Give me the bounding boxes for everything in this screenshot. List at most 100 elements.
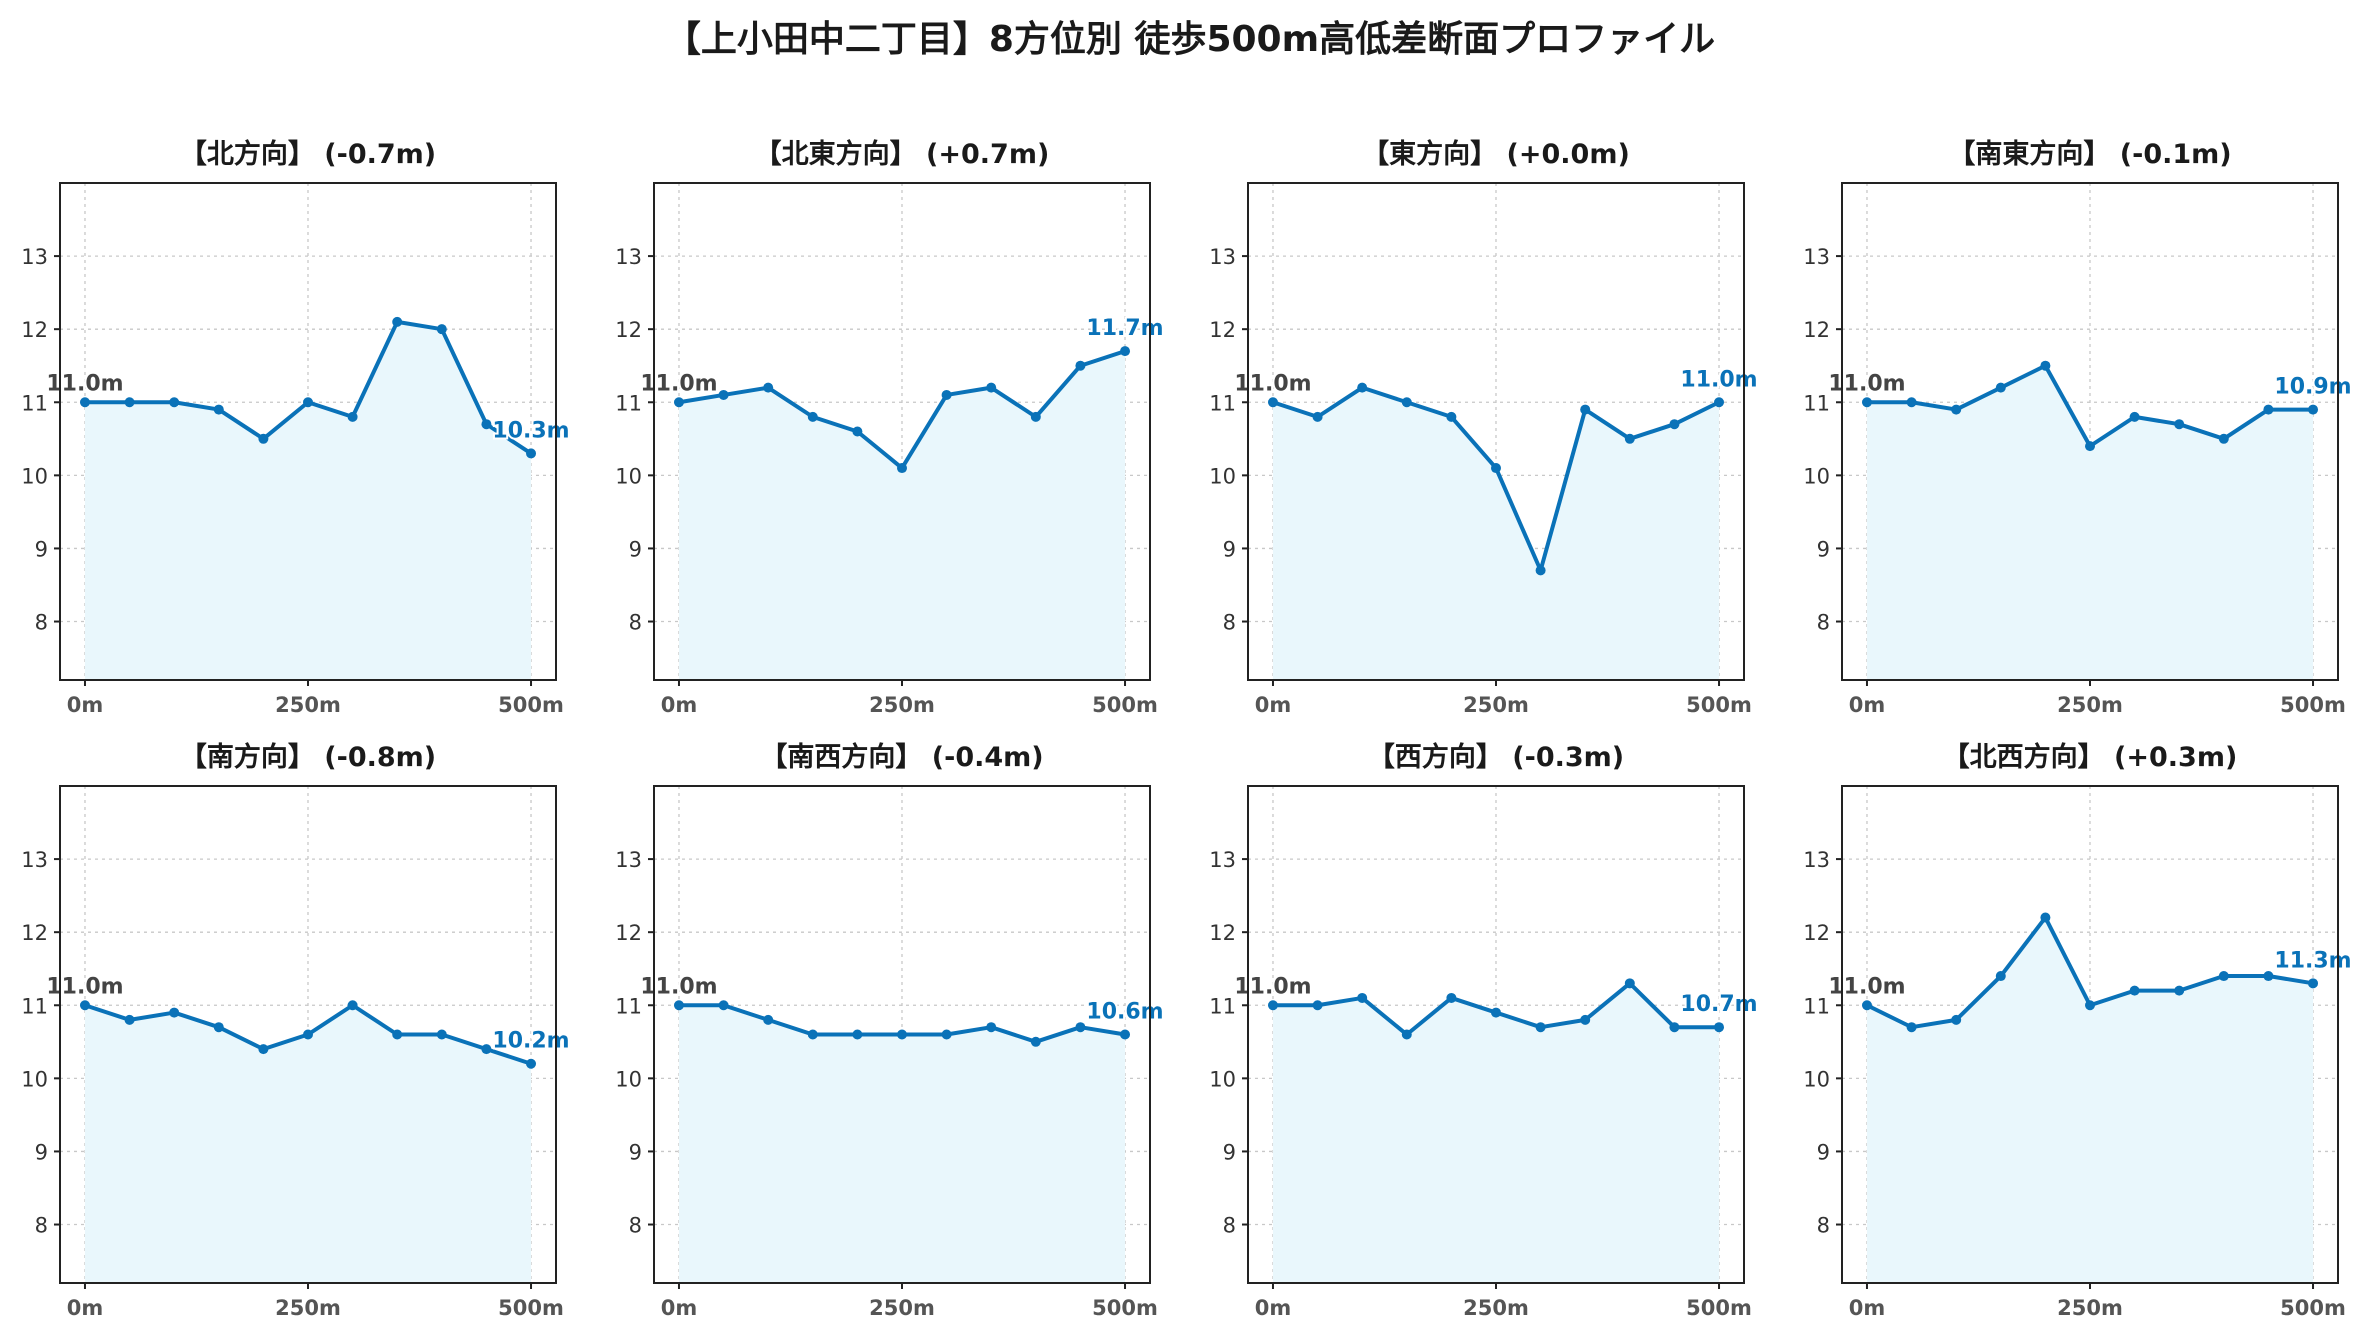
end-elevation-label: 10.3m [492, 418, 569, 443]
chart-title: 【東方向】 (+0.0m) [1362, 138, 1630, 170]
start-elevation-label: 11.0m [46, 974, 123, 999]
y-tick-label: 8 [629, 611, 642, 635]
chart-title: 【北西方向】 (+0.3m) [1943, 741, 2238, 773]
start-elevation-label: 11.0m [1828, 371, 1905, 396]
data-point [1906, 1022, 1917, 1033]
data-point [1669, 1022, 1680, 1033]
data-point [852, 1029, 863, 1040]
y-tick-label: 8 [1223, 1214, 1236, 1238]
data-point [941, 1029, 952, 1040]
data-point [303, 397, 313, 408]
data-point [1624, 433, 1635, 444]
data-point [1120, 1029, 1131, 1040]
y-tick-label: 8 [35, 611, 48, 635]
data-point [1906, 397, 1917, 408]
y-tick-label: 12 [1803, 921, 1830, 945]
data-point [1951, 404, 1962, 415]
data-point [2174, 419, 2185, 430]
data-point [347, 1000, 358, 1011]
elevation-area [84, 1005, 532, 1283]
data-point [2263, 404, 2274, 415]
data-point [1951, 1014, 1962, 1025]
data-point [941, 389, 952, 400]
start-elevation-label: 11.0m [1234, 371, 1311, 396]
data-point [2085, 441, 2095, 452]
y-tick-label: 13 [1803, 245, 1830, 269]
data-point [169, 397, 180, 408]
end-elevation-label: 10.7m [1680, 992, 1757, 1017]
y-tick-label: 12 [21, 318, 48, 342]
data-point [986, 382, 997, 393]
data-point [2040, 360, 2051, 371]
elevation-area [1272, 983, 1720, 1283]
data-point [2129, 985, 2140, 996]
end-elevation-label: 11.0m [1680, 367, 1757, 392]
data-point [2085, 1000, 2095, 1011]
data-point [258, 433, 269, 444]
data-point [79, 1000, 90, 1011]
y-tick-label: 11 [615, 391, 642, 415]
profile-chart-4: 【南東方向】 (-0.1m) 11.0m 10.9m 8 9 10 11 12 13 0m 250m… [1803, 138, 2353, 717]
data-point [1995, 382, 2006, 393]
elevation-area [1866, 365, 2314, 680]
x-tick-label: 250m [1463, 693, 1529, 717]
end-elevation-label: 11.7m [1086, 316, 1163, 341]
y-tick-label: 8 [1817, 611, 1830, 635]
data-point [2218, 433, 2229, 444]
profile-chart-1: 【北方向】 (-0.7m) 11.0m 10.3m 8 9 10 11 12 13 0m 250m 5… [21, 138, 571, 717]
data-point [124, 397, 135, 408]
data-point [1535, 565, 1546, 576]
y-tick-label: 9 [1223, 1140, 1236, 1164]
x-tick-label: 250m [869, 693, 935, 717]
data-point [436, 324, 447, 335]
profile-chart-3: 【東方向】 (+0.0m) 11.0m 11.0m 8 9 10 11 12 13 0m 250m 5… [1209, 138, 1759, 717]
y-tick-label: 12 [1803, 318, 1830, 342]
y-tick-label: 10 [1803, 1067, 1830, 1091]
data-point [897, 1029, 907, 1040]
data-point [2308, 404, 2319, 415]
data-point [303, 1029, 313, 1040]
y-tick-label: 11 [1209, 994, 1236, 1018]
data-point [1030, 411, 1041, 422]
y-tick-label: 11 [1803, 391, 1830, 415]
y-tick-label: 9 [1223, 537, 1236, 561]
data-point [481, 419, 492, 430]
data-point [1312, 1000, 1323, 1011]
y-tick-label: 13 [21, 848, 48, 872]
y-tick-label: 10 [615, 464, 642, 488]
data-point [1535, 1022, 1546, 1033]
data-point [852, 426, 863, 437]
elevation-area [1272, 387, 1720, 680]
data-point [1357, 382, 1368, 393]
chart-title: 【西方向】 (-0.3m) [1368, 741, 1624, 773]
start-elevation-label: 11.0m [640, 974, 717, 999]
data-point [807, 1029, 818, 1040]
x-tick-label: 250m [275, 1296, 341, 1320]
y-tick-label: 12 [615, 921, 642, 945]
x-tick-label: 250m [1463, 1296, 1529, 1320]
data-point [1624, 978, 1635, 989]
data-point [1861, 397, 1872, 408]
x-tick-label: 250m [2057, 1296, 2123, 1320]
x-tick-label: 500m [1092, 1296, 1158, 1320]
data-point [124, 1014, 135, 1025]
profile-chart-7: 【西方向】 (-0.3m) 11.0m 10.7m 8 9 10 11 12 13 0m 250m 5… [1209, 741, 1759, 1320]
y-tick-label: 10 [615, 1067, 642, 1091]
data-point [1491, 463, 1501, 474]
x-tick-label: 0m [661, 693, 698, 717]
data-point [1580, 1014, 1591, 1025]
x-tick-label: 500m [1686, 1296, 1752, 1320]
data-point [986, 1022, 997, 1033]
data-point [1312, 411, 1323, 422]
data-point [807, 411, 818, 422]
x-tick-label: 500m [2280, 1296, 2346, 1320]
data-point [673, 397, 684, 408]
y-tick-label: 13 [21, 245, 48, 269]
y-tick-label: 13 [1803, 848, 1830, 872]
data-point [2263, 971, 2274, 982]
data-point [347, 411, 358, 422]
y-tick-label: 8 [629, 1214, 642, 1238]
end-elevation-label: 11.3m [2274, 948, 2351, 973]
data-point [2040, 912, 2051, 923]
start-elevation-label: 11.0m [640, 371, 717, 396]
